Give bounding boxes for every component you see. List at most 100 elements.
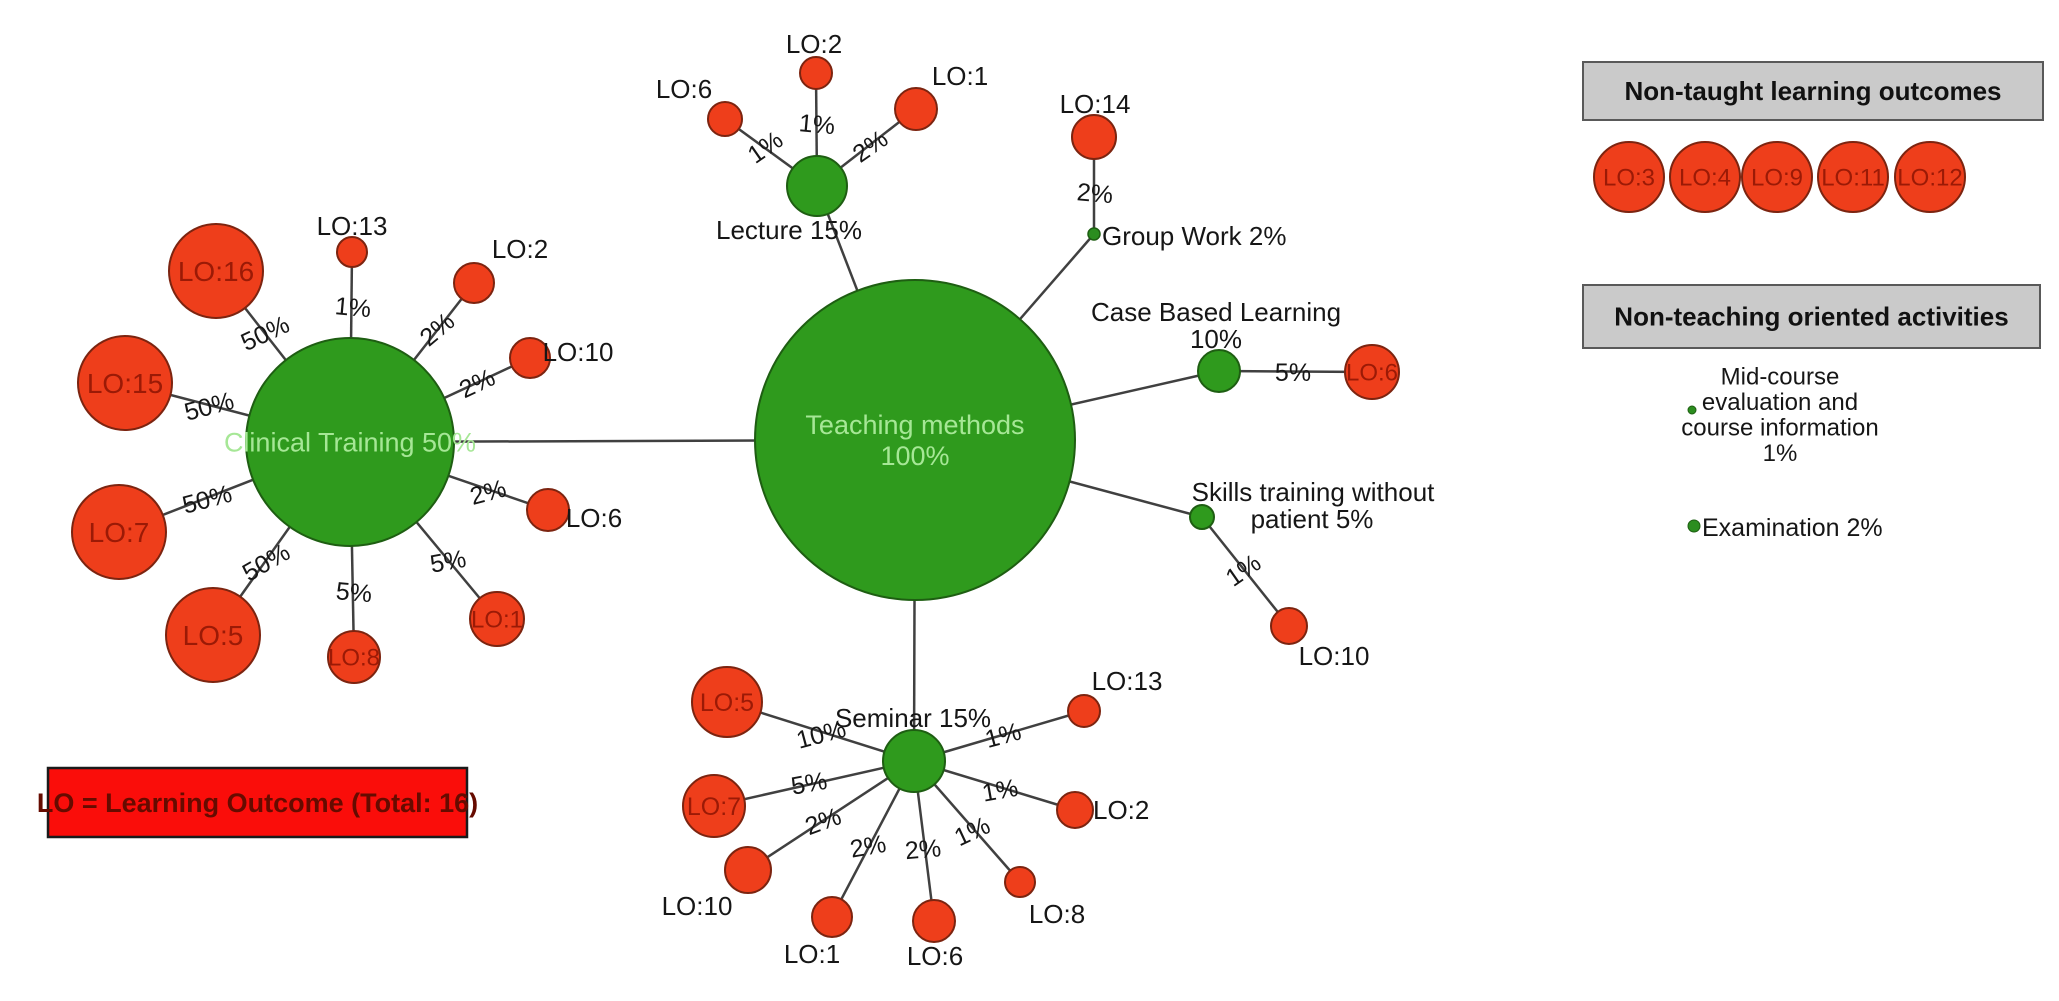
node-lo6b-inside-label: LO:6 <box>1346 359 1398 386</box>
node-lo7s-inside-label: LO:7 <box>687 793 741 821</box>
node-lo2l-label: LO:2 <box>786 29 842 59</box>
node-lo8c-inside-label: LO:8 <box>328 644 380 671</box>
node-lo1c-circle <box>469 591 525 647</box>
node-teach-circle <box>754 279 1076 601</box>
mid-course-dot <box>1687 405 1697 415</box>
edge-percent-label-clin-lo8c: 5% <box>335 577 373 608</box>
node-lo1s-circle <box>811 896 853 938</box>
node-lo16-circle <box>168 223 264 319</box>
node-lect-label: Lecture 15% <box>716 215 862 245</box>
examination-dot <box>1687 519 1701 533</box>
node-lo6b-circle <box>1344 344 1400 400</box>
node-lo1c-inside-label: LO:1 <box>471 606 523 633</box>
edge-percent-label-sem-lo1s: 2% <box>848 830 888 864</box>
node-lo6c-circle <box>526 488 570 532</box>
node-lo10c-circle <box>509 337 551 379</box>
mid-course-line-0: Mid-course <box>1721 363 1840 390</box>
node-lo8s-label: LO:8 <box>1029 899 1085 929</box>
node-clin-inside-label: Clinical Training 50% <box>224 427 476 457</box>
node-lo13c-label: LO:13 <box>317 211 388 241</box>
node-lo10c-label: LO:10 <box>543 337 614 367</box>
node-lo6l-label: LO:6 <box>656 74 712 104</box>
non-taught-circle-lo9 <box>1741 141 1813 213</box>
node-lo5c-inside-label: LO:5 <box>183 620 244 651</box>
edge-sem-lo10s <box>747 759 915 872</box>
node-lo13s-label: LO:13 <box>1092 666 1163 696</box>
node-skills-label: Skills training without <box>1192 477 1436 507</box>
non-taught-circle-label-2: LO:9 <box>1751 164 1803 191</box>
non-taught-circle-lo12 <box>1894 141 1966 213</box>
node-sem-circle <box>882 729 946 793</box>
examination-label: Examination 2% <box>1702 514 1883 542</box>
legend-box <box>46 766 469 839</box>
node-lo8c-circle <box>327 630 381 684</box>
node-lo2s-circle <box>1056 791 1094 829</box>
node-lo15-circle <box>77 335 173 431</box>
edge-percent-label-lo14-gw: 2% <box>1076 178 1114 209</box>
non-taught-circle-lo4 <box>1669 141 1741 213</box>
node-lo5c-circle <box>165 587 261 683</box>
node-teach-inside-label: 100% <box>880 441 949 471</box>
node-lo15-inside-label: LO:15 <box>87 368 163 399</box>
node-lo2l-circle <box>799 56 833 90</box>
mid-course-line-2: course information <box>1681 414 1878 441</box>
node-lect-circle <box>786 155 848 217</box>
node-cbl-label: Case Based Learning <box>1091 297 1341 327</box>
edge-percent-label-lect-lo2l: 1% <box>798 109 836 140</box>
non-taught-circle-label-4: LO:12 <box>1897 164 1962 191</box>
legend-text: LO = Learning Outcome (Total: 16) <box>37 788 478 818</box>
non-teaching-header-title: Non-teaching oriented activities <box>1614 302 2008 332</box>
non-taught-circle-lo11 <box>1817 141 1889 213</box>
node-lo10s-circle <box>724 846 772 894</box>
node-lo16-inside-label: LO:16 <box>178 256 254 287</box>
node-lo1s-label: LO:1 <box>784 939 840 969</box>
edge-percent-label-sem-lo6s: 2% <box>904 834 942 865</box>
node-lo1l-circle <box>894 87 938 131</box>
node-teach-inside-label: Teaching methods <box>805 410 1024 440</box>
node-lo10k-label: LO:10 <box>1299 641 1370 671</box>
node-lo6s-circle <box>912 899 956 943</box>
node-lo14-circle <box>1071 114 1117 160</box>
node-lo13s-circle <box>1067 694 1101 728</box>
node-lo2c-label: LO:2 <box>492 234 548 264</box>
node-lo10k-circle <box>1270 607 1308 645</box>
node-lo2s-label: LO:2 <box>1093 795 1149 825</box>
edge-sem-lo7s <box>713 759 915 808</box>
node-lo5s-inside-label: LO:5 <box>700 689 754 717</box>
node-lo7c-inside-label: LO:7 <box>89 517 150 548</box>
edge-skills-lo10k <box>1201 516 1290 627</box>
edge-percent-label-clin-lo1c: 5% <box>428 545 468 579</box>
node-skills-label-1: patient 5% <box>1251 504 1374 534</box>
node-lo5s-circle <box>691 666 763 738</box>
node-cbl-circle <box>1197 349 1241 393</box>
mid-course-line-1: evaluation and <box>1702 389 1858 416</box>
node-lo7c-circle <box>71 484 167 580</box>
node-clin-circle <box>245 337 455 547</box>
non-taught-circle-label-0: LO:3 <box>1603 164 1655 191</box>
non-teaching-header-box <box>1582 284 2041 349</box>
non-taught-header-box <box>1582 61 2044 121</box>
node-cbl-label-1: 10% <box>1190 324 1242 354</box>
node-lo14-label: LO:14 <box>1060 89 1131 119</box>
edge-percent-label-sem-lo7s: 5% <box>789 767 829 801</box>
node-lo6l-circle <box>707 101 743 137</box>
node-sem-label: Seminar 15% <box>835 703 991 733</box>
edge-percent-label-clin-lo13c: 1% <box>334 292 372 323</box>
edge-percent-label-sem-lo2s: 1% <box>980 774 1020 808</box>
non-taught-header-title: Non-taught learning outcomes <box>1625 76 2002 106</box>
node-gw-circle <box>1087 227 1101 241</box>
node-lo6s-label: LO:6 <box>907 941 963 971</box>
edge-percent-label-cbl-lo6b: 5% <box>1275 359 1311 387</box>
node-lo1l-label: LO:1 <box>932 61 988 91</box>
node-lo10s-label: LO:10 <box>662 891 733 921</box>
node-lo7s-circle <box>682 774 746 838</box>
non-taught-circle-label-1: LO:4 <box>1679 164 1731 191</box>
non-taught-circle-lo3 <box>1593 141 1665 213</box>
node-lo8s-circle <box>1004 866 1036 898</box>
node-gw-label: Group Work 2% <box>1102 221 1286 251</box>
non-taught-circle-label-3: LO:11 <box>1821 164 1885 191</box>
node-skills-circle <box>1189 504 1215 530</box>
mid-course-line-3: 1% <box>1763 440 1798 467</box>
